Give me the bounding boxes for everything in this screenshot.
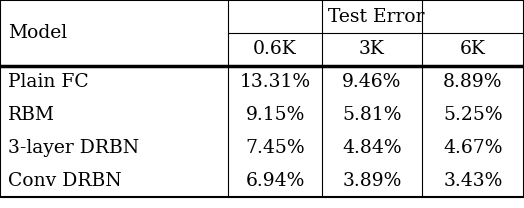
Text: 3.89%: 3.89% xyxy=(342,172,402,190)
Text: Test Error: Test Error xyxy=(328,7,424,26)
Text: 3K: 3K xyxy=(359,41,385,58)
Text: 13.31%: 13.31% xyxy=(239,73,311,91)
Text: 4.84%: 4.84% xyxy=(342,139,402,157)
Text: 7.45%: 7.45% xyxy=(245,139,305,157)
Text: 4.67%: 4.67% xyxy=(443,139,503,157)
Text: 0.6K: 0.6K xyxy=(253,41,297,58)
Text: Plain FC: Plain FC xyxy=(8,73,89,91)
Text: 5.81%: 5.81% xyxy=(342,106,402,124)
Text: Model: Model xyxy=(8,24,67,42)
Text: 8.89%: 8.89% xyxy=(443,73,503,91)
Text: RBM: RBM xyxy=(8,106,55,124)
Text: 9.46%: 9.46% xyxy=(342,73,402,91)
Text: 6.94%: 6.94% xyxy=(245,172,305,190)
Text: 3.43%: 3.43% xyxy=(443,172,503,190)
Text: 3-layer DRBN: 3-layer DRBN xyxy=(8,139,139,157)
Text: 6K: 6K xyxy=(460,41,486,58)
Text: 5.25%: 5.25% xyxy=(443,106,503,124)
Text: Conv DRBN: Conv DRBN xyxy=(8,172,122,190)
Text: 9.15%: 9.15% xyxy=(245,106,305,124)
